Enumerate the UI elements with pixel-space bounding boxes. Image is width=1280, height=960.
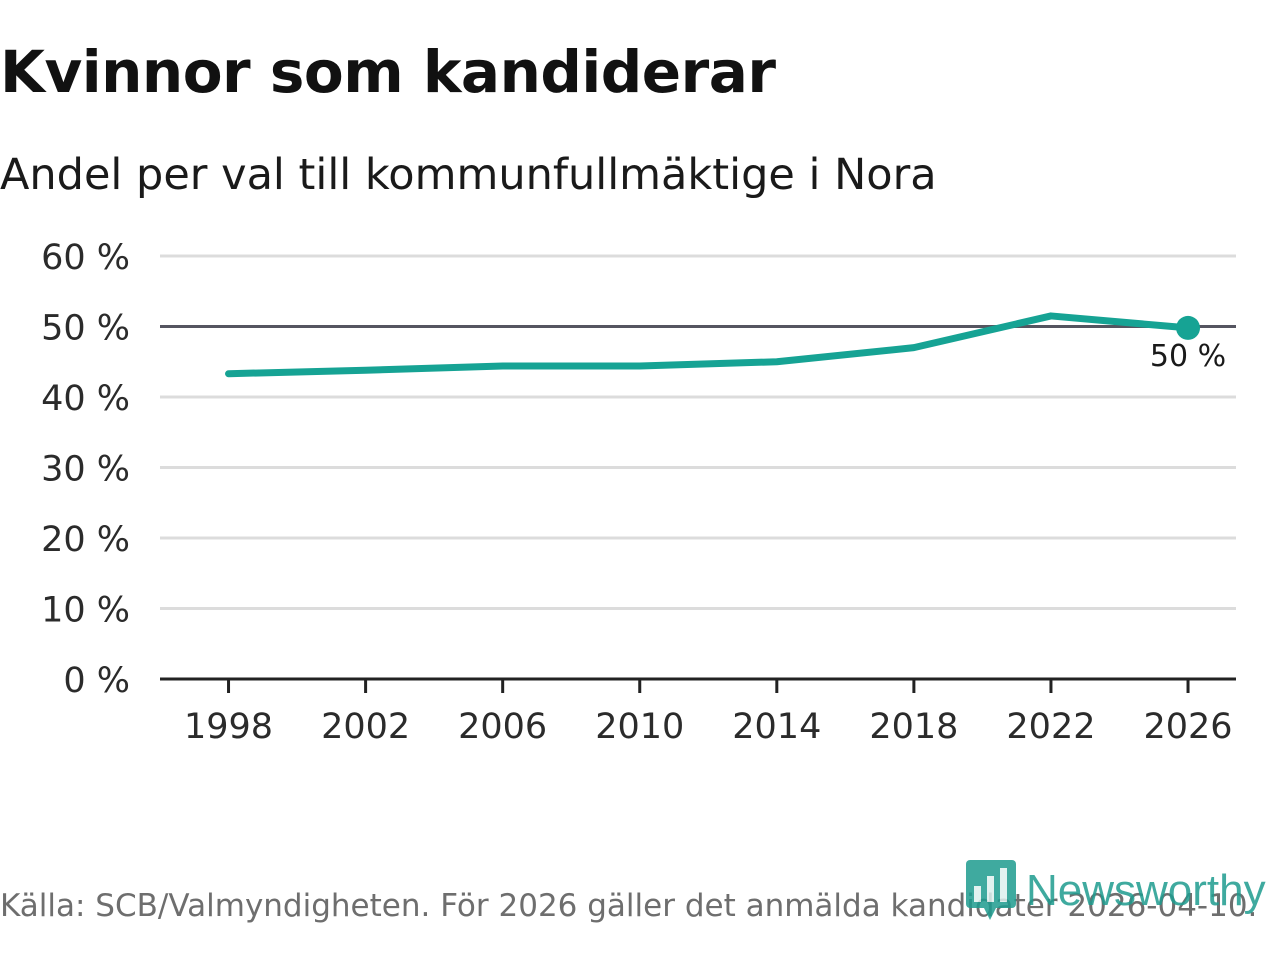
y-tick-label: 50 %: [41, 309, 130, 349]
y-tick-label: 20 %: [41, 520, 130, 560]
source-note: Källa: SCB/Valmyndigheten. För 2026 gäll…: [0, 888, 1258, 924]
x-tick-label: 2010: [595, 707, 684, 747]
x-tick-label: 2026: [1143, 707, 1232, 747]
y-tick-label: 60 %: [41, 238, 130, 278]
chart-subtitle: Andel per val till kommunfullmäktige i N…: [0, 150, 937, 200]
x-tick-label: 1998: [184, 707, 273, 747]
y-tick-label: 40 %: [41, 379, 130, 419]
series-line: [225, 312, 1192, 378]
newsworthy-chart-icon: [966, 860, 1016, 920]
chart-title: Kvinnor som kandiderar: [0, 38, 776, 106]
x-tick-label: 2006: [458, 707, 547, 747]
line-chart: 0 % 10 % 20 % 30 % 40 % 50 % 60 % 1998 2002 2006 2…: [41, 238, 1236, 747]
x-tick-label: 2018: [869, 707, 958, 747]
y-tick-label: 10 %: [41, 591, 130, 631]
brand-logo: Newsworthy: [966, 860, 1266, 922]
x-tick-label: 2022: [1006, 707, 1095, 747]
end-value-label: 50 %: [1150, 339, 1226, 374]
y-tick-label: 0 %: [63, 661, 130, 701]
end-point-marker: [1176, 315, 1201, 340]
x-tick-label: 2002: [321, 707, 410, 747]
x-tick-label: 2014: [732, 707, 821, 747]
brand-name: Newsworthy: [1026, 866, 1266, 915]
y-tick-label: 30 %: [41, 450, 130, 490]
